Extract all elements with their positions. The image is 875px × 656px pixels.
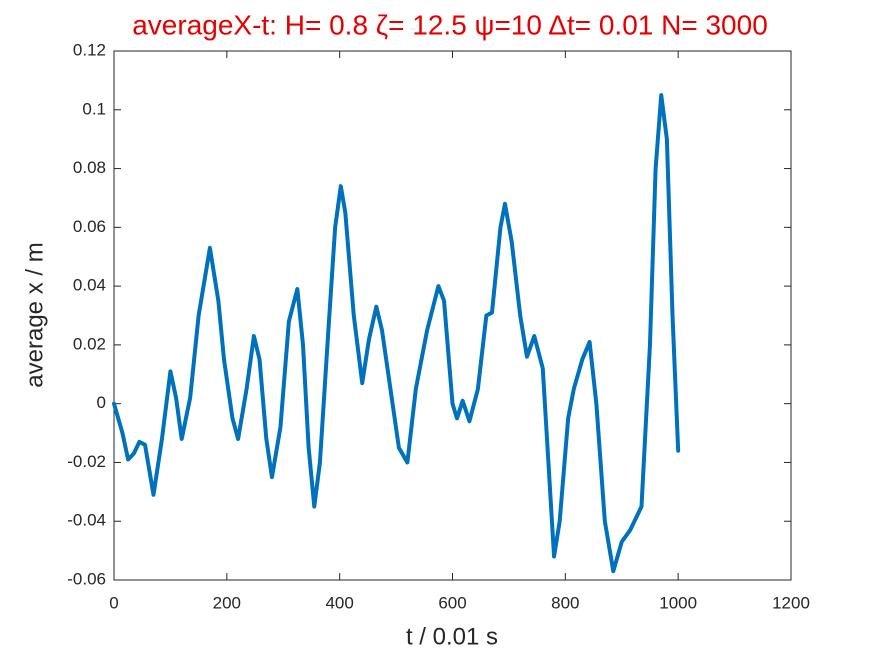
x-tick-label: 400 xyxy=(325,593,353,612)
y-tick-label: 0 xyxy=(97,393,106,412)
chart-title: averageX-t: H= 0.8 ζ= 12.5 ψ=10 Δt= 0.01… xyxy=(132,9,768,40)
y-tick-label: 0.02 xyxy=(73,334,106,353)
y-tick-label: -0.02 xyxy=(67,452,106,471)
x-tick-label: 1200 xyxy=(772,593,810,612)
y-tick-label: 0.06 xyxy=(73,217,106,236)
y-tick-label: 0.04 xyxy=(73,276,106,295)
x-tick-label: 0 xyxy=(109,593,118,612)
axes-box xyxy=(113,50,792,581)
y-axis-label: average x / m xyxy=(21,242,48,387)
line xyxy=(112,93,681,574)
x-tick-label: 1000 xyxy=(659,593,697,612)
x-axis-label: t / 0.01 s xyxy=(406,623,498,650)
y-tick-label: 0.12 xyxy=(73,40,106,59)
y-tick-label: -0.04 xyxy=(67,511,106,530)
y-tick-label: 0.08 xyxy=(73,158,106,177)
y-tick-label: -0.06 xyxy=(67,569,106,588)
x-tick-label: 600 xyxy=(438,593,466,612)
x-tick-label: 200 xyxy=(213,593,241,612)
x-tick-label: 800 xyxy=(551,593,579,612)
y-tick-label: 0.1 xyxy=(82,99,106,118)
